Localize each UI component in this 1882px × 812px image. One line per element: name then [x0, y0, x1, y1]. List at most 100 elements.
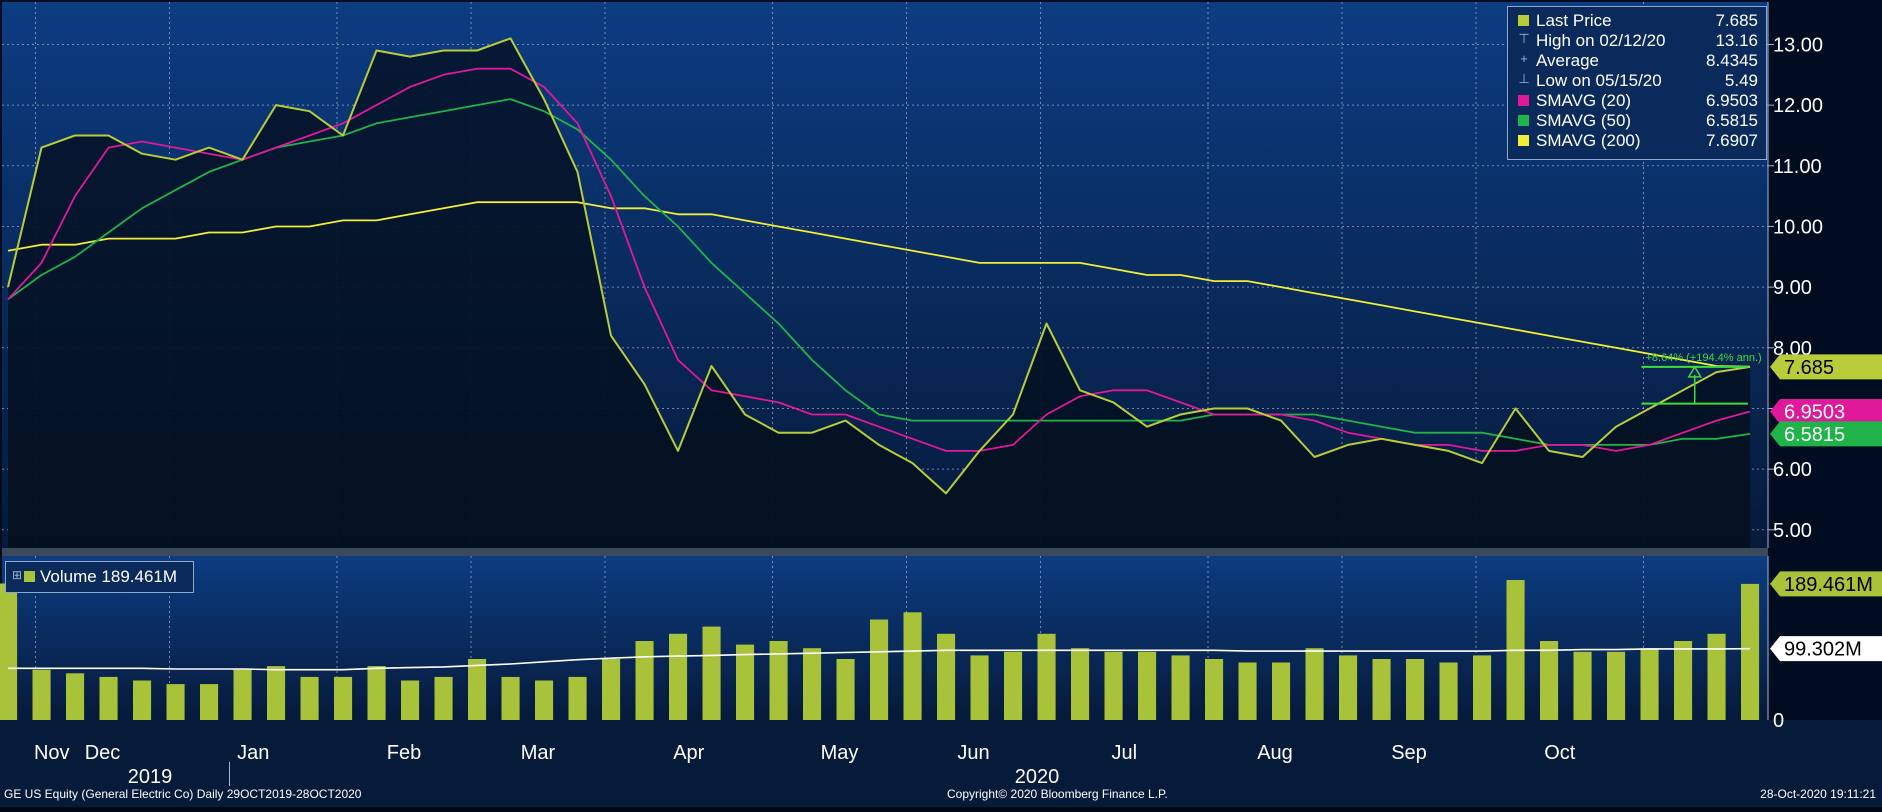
month-label: Jul — [1111, 742, 1137, 764]
footer-timestamp: 28-Oct-2020 19:11:21 — [1760, 787, 1876, 801]
volume-bar — [1037, 633, 1056, 720]
volume-bar — [635, 641, 654, 720]
volume-bar — [1741, 583, 1760, 720]
legend-value: 7.6907 — [1706, 131, 1758, 150]
volume-bar — [1707, 633, 1726, 720]
volume-swatch — [24, 571, 35, 582]
volume-bar — [769, 641, 788, 720]
month-label: Sep — [1391, 742, 1427, 764]
volume-bar — [1205, 659, 1224, 720]
volume-bar — [133, 680, 152, 720]
x-axis-background — [0, 720, 1882, 807]
month-label: Feb — [387, 742, 421, 764]
sma20-swatch — [1518, 95, 1529, 106]
axis-tag-background — [1770, 354, 1882, 380]
price-legend: Last Price 7.685 ⊤ High on 02/12/20 13.1… — [1507, 6, 1767, 160]
volume-bar — [0, 583, 18, 720]
volume-bar — [66, 673, 85, 720]
footer-security: GE US Equity (General Electric Co) Daily… — [4, 787, 362, 801]
last-price-line — [7, 37, 1751, 495]
inverted-t-icon: ⊥ — [1518, 71, 1530, 86]
volume-bar — [568, 676, 587, 720]
month-label: May — [821, 742, 859, 764]
volume-bar — [1104, 651, 1123, 720]
footer-copyright: Copyright© 2020 Bloomberg Finance L.P. — [947, 787, 1168, 801]
legend-value: 7.685 — [1715, 11, 1758, 30]
month-label: Dec — [85, 742, 121, 764]
volume-bar — [267, 666, 286, 720]
axis-tag-label: 7.685 — [1784, 357, 1834, 379]
month-label: Mar — [521, 742, 556, 764]
volume-bar — [903, 612, 922, 720]
volume-bar — [535, 680, 554, 720]
volume-bar — [702, 626, 721, 720]
volume-bar — [401, 680, 420, 720]
legend-label: Average — [1536, 51, 1600, 70]
price-axis-tag: 6.9503 — [1770, 398, 1882, 424]
volume-bar — [468, 659, 487, 720]
price-tick-label: 11.00 — [1773, 156, 1822, 178]
price-tick-label: 5.00 — [1773, 520, 1812, 542]
volume-bar — [1607, 651, 1626, 720]
price-tick-label: 10.00 — [1773, 216, 1823, 238]
volume-bar — [736, 644, 755, 720]
volume-bar — [1406, 659, 1425, 720]
volume-bar — [1339, 655, 1358, 720]
legend-row-sma20: SMAVG (20) 6.9503 — [1518, 91, 1764, 111]
legend-label: Low on 05/15/20 — [1536, 71, 1662, 90]
month-label: Apr — [673, 742, 704, 764]
legend-label: SMAVG (50) — [1536, 111, 1632, 130]
volume-bar — [1640, 648, 1659, 720]
month-label: Aug — [1257, 742, 1293, 764]
sma50-swatch — [1518, 115, 1529, 126]
volume-bar — [334, 676, 353, 720]
volume-bar — [1138, 651, 1157, 720]
axis-tag-background — [1770, 636, 1882, 662]
price-tick-label: 8.00 — [1773, 338, 1812, 360]
volume-bar — [99, 676, 118, 720]
volume-axis-tag: 189.461M — [1770, 571, 1882, 597]
volume-legend: ⊞ Volume 189.461M — [5, 561, 194, 593]
legend-label: High on 02/12/20 — [1536, 31, 1666, 50]
legend-value: 13.16 — [1715, 31, 1758, 50]
volume-bar — [836, 659, 855, 720]
legend-row-sma200: SMAVG (200) 7.6907 — [1518, 131, 1764, 151]
volume-legend-label: Volume 189.461M — [40, 567, 178, 586]
volume-bar — [937, 633, 956, 720]
volume-bar — [501, 676, 520, 720]
volume-axis-tag: 99.302M — [1770, 636, 1882, 662]
volume-bar — [1004, 651, 1023, 720]
volume-bar — [166, 684, 185, 720]
price-axis-tag: 6.5815 — [1770, 421, 1882, 447]
volume-bar — [1305, 648, 1324, 720]
year-label: 2020 — [1015, 766, 1060, 788]
volume-bar — [1573, 651, 1592, 720]
legend-value: 5.49 — [1724, 71, 1758, 90]
legend-label: SMAVG (200) — [1536, 131, 1641, 150]
volume-bar — [1071, 648, 1090, 720]
volume-bar — [602, 659, 621, 720]
collapse-icon[interactable]: ⊞ — [12, 568, 23, 582]
price-tick-label: 6.00 — [1773, 459, 1812, 481]
volume-bar — [1674, 641, 1693, 720]
volume-bar — [1372, 659, 1391, 720]
legend-row-average: + Average 8.4345 — [1518, 51, 1764, 71]
volume-average-line — [8, 647, 1751, 671]
legend-row-sma50: SMAVG (50) 6.5815 — [1518, 111, 1764, 131]
volume-bar — [970, 655, 989, 720]
sma20-line — [7, 67, 1751, 452]
price-axis-tag: 7.685 — [1770, 354, 1882, 380]
plus-icon: + — [1520, 51, 1528, 66]
volume-tick-label: 0 — [1773, 710, 1784, 732]
year-label: 2019 — [128, 766, 173, 788]
month-label: Jan — [237, 742, 269, 764]
price-area-fill — [8, 38, 1750, 549]
price-tick-label: 12.00 — [1773, 95, 1823, 117]
legend-value: 6.5815 — [1706, 111, 1758, 130]
axis-tag-background — [1770, 421, 1882, 447]
volume-bar — [1171, 655, 1190, 720]
axis-tag-label: 99.302M — [1784, 639, 1862, 661]
volume-bar — [1540, 641, 1559, 720]
axis-tag-background — [1770, 398, 1882, 424]
